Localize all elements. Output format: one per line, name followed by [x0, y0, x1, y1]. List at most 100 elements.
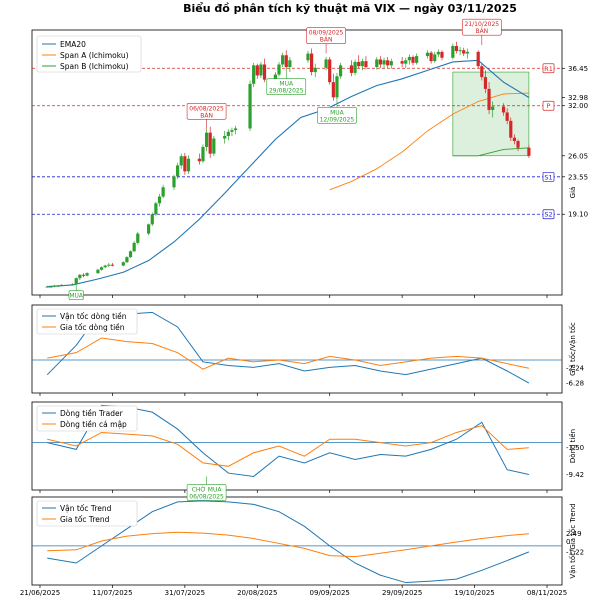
level-label-text: S2 [544, 211, 552, 219]
end-value-label: 2.49 [566, 530, 582, 538]
candle-body [483, 77, 488, 89]
candle-body [465, 51, 469, 54]
candle-body [335, 76, 339, 98]
candle-body [121, 262, 125, 266]
end-value-label: -1.22 [566, 548, 584, 556]
candle-body [331, 82, 335, 98]
legend-box [36, 405, 138, 432]
signal-box [68, 290, 84, 300]
signal-box [266, 78, 307, 95]
candle-body [382, 60, 386, 65]
candle-body [56, 285, 60, 287]
legend-panel-4: Vận tốc Trend Gia tốc Trend [36, 500, 138, 527]
candle-body [353, 61, 357, 73]
candle-body [284, 55, 288, 68]
candle-body [386, 60, 390, 66]
ichimoku-cloud [452, 71, 530, 157]
panel-frame-3 [31, 401, 563, 491]
signal-box [317, 107, 357, 124]
level-label-box [542, 100, 555, 111]
candle-body [99, 267, 104, 270]
candle-body [136, 233, 140, 243]
legend-box [36, 35, 142, 73]
candle-body [255, 65, 259, 76]
signal-text: 12/09/2025 [320, 116, 355, 123]
candle-body [226, 131, 230, 136]
x-tick-label: 08/11/2025 [527, 589, 567, 597]
y-axis-label: Gia tốc/Vận tốc [569, 322, 577, 376]
legend-label: Dòng tiền Trader [60, 409, 124, 418]
candle-body [306, 53, 310, 61]
candle-body [208, 132, 212, 154]
end-value-label: -1.50 [566, 444, 584, 452]
candle-body [233, 128, 238, 131]
candle-body [172, 176, 176, 188]
candle-body [201, 146, 205, 162]
span-a-line [329, 92, 529, 191]
candle-body [154, 203, 158, 215]
candle-body [96, 269, 100, 274]
candle-body [281, 55, 285, 65]
chart-title: Biểu đồ phân tích kỹ thuật mã VIX — ngày… [183, 2, 517, 15]
y-tick-label: 26.05 [568, 152, 588, 160]
x-tick-label: 31/07/2025 [165, 589, 205, 597]
candle-body [150, 214, 154, 225]
candle-body [277, 64, 281, 75]
x-tick-label: 11/07/2025 [92, 589, 132, 597]
candle-body [212, 138, 216, 154]
candle-body [429, 52, 433, 62]
candle-body [480, 66, 484, 78]
candle-body [183, 156, 187, 172]
y-axis-label: Vận tốc/Gia tốc Trend [569, 503, 577, 578]
level-label-S1: S1 [542, 171, 555, 182]
signal-text: BÁN [200, 112, 213, 119]
candle-body [389, 61, 393, 66]
ema20-line [47, 59, 530, 288]
candle-body [451, 45, 455, 58]
candle-body [161, 187, 165, 197]
candle-body [375, 59, 379, 68]
candle-body [252, 65, 256, 84]
signal-text: 21/10/2025 [465, 21, 500, 28]
panel-frame-2 [31, 304, 563, 394]
legend-label: Dòng tiền cá mập [60, 420, 127, 429]
candle-body [400, 61, 404, 64]
x-tick-label: 29/09/2025 [382, 589, 422, 597]
level-label-box [542, 209, 555, 220]
candle-body [70, 284, 75, 286]
candle-body [81, 274, 86, 276]
candle-body [125, 257, 129, 263]
candle-body [404, 60, 408, 64]
y-tick-label: 36.45 [568, 65, 588, 73]
signal-text: MUA [279, 81, 294, 88]
candle-body [454, 45, 459, 52]
candle-body [128, 251, 133, 258]
series-line [47, 337, 529, 370]
candle-body [262, 64, 267, 80]
candle-body [313, 67, 317, 73]
legend-label: EMA20 [60, 40, 86, 49]
x-tick-label: 20/08/2025 [237, 589, 277, 597]
candle-body [230, 130, 234, 132]
candle-body [364, 61, 368, 68]
level-label-P: P [542, 100, 555, 111]
candle-body [501, 106, 506, 113]
candle-body [85, 273, 89, 276]
span-b-line [452, 147, 529, 157]
y-tick-label: 32.98 [568, 94, 588, 102]
candle-body [78, 274, 82, 279]
x-tick-label: 21/06/2025 [20, 589, 60, 597]
candle-body [179, 156, 183, 166]
legend-label: Span A (Ichimoku) [60, 51, 129, 60]
level-label-text: S1 [544, 173, 552, 181]
end-value-label: -6.28 [566, 380, 584, 388]
y-tick-label: 0 [566, 538, 570, 546]
signal-text: MUA [330, 109, 345, 116]
candle-body [186, 158, 191, 172]
candle-body [197, 158, 201, 162]
